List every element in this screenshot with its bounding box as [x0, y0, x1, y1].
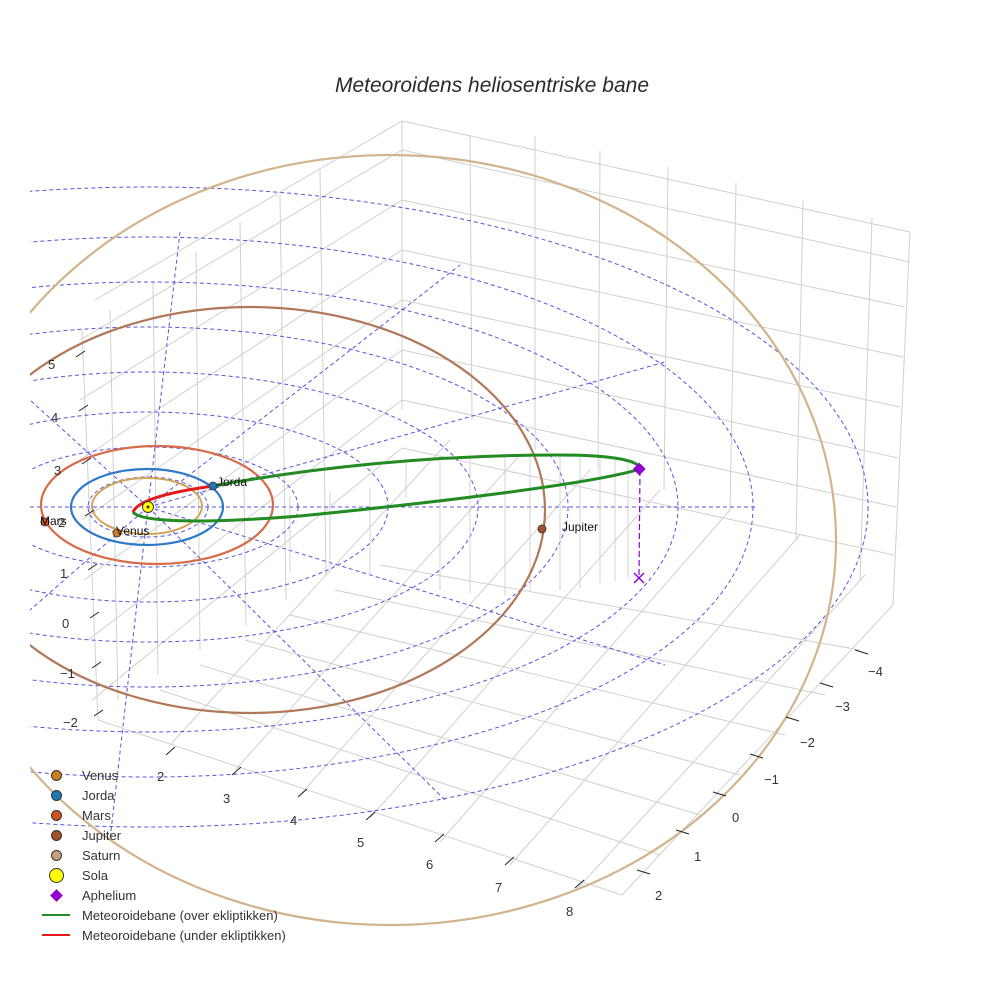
legend-item-orbit-under[interactable]: Meteoroidebane (under ekliptikken) — [36, 925, 286, 945]
jorda-label: Jorda — [217, 475, 247, 489]
green-line-icon — [36, 905, 76, 925]
legend-item-jupiter[interactable]: Jupiter — [36, 825, 286, 845]
y-tick-0: 0 — [732, 810, 739, 825]
aphelion-marker[interactable] — [632, 462, 646, 476]
legend-item-jorda[interactable]: Jorda — [36, 785, 286, 805]
y-tick-neg4: −4 — [868, 664, 883, 679]
sun-center — [146, 505, 150, 509]
jorda-orbit — [69, 467, 225, 547]
z-tick-3: 3 — [54, 463, 61, 478]
y-tick-neg1: −1 — [764, 772, 779, 787]
z-tick-5: 5 — [48, 357, 55, 372]
z-axis: 5 4 3 2 1 0 −1 −2 — [48, 350, 104, 730]
chart-title: Meteoroidens heliosentriske bane — [334, 74, 650, 97]
y-tick-2: 2 — [655, 888, 662, 903]
z-tick-1: 1 — [60, 566, 67, 581]
red-line-icon — [36, 925, 76, 945]
orbit-drop-lines — [289, 456, 629, 596]
y-axis: −4 −3 −2 −1 0 1 2 — [636, 649, 883, 903]
diamond-icon — [36, 885, 76, 905]
mars-label: Mars — [40, 514, 67, 528]
y-tick-1: 1 — [694, 849, 701, 864]
aphelion-projection-marker — [633, 572, 645, 584]
aphelion-drop-line — [638, 469, 641, 578]
jorda-marker[interactable] — [208, 481, 218, 491]
x-tick-6: 6 — [426, 857, 433, 872]
venus-marker[interactable] — [112, 528, 122, 538]
jorda-dot-icon — [36, 785, 76, 805]
box-grid-left-wall — [79, 120, 403, 721]
legend-item-aphelium[interactable]: Aphelium — [36, 885, 286, 905]
venus-dot-icon — [36, 765, 76, 785]
jupiter-label: Jupiter — [562, 520, 598, 534]
x-tick-3: 3 — [223, 791, 230, 806]
venus-label: Venus — [116, 524, 149, 538]
x-axis: 2 3 4 5 6 7 8 — [157, 746, 585, 919]
z-tick-0: 0 — [62, 616, 69, 631]
legend-item-mars[interactable]: Mars — [36, 805, 286, 825]
y-tick-neg2: −2 — [800, 735, 815, 750]
jupiter-orbit — [30, 305, 547, 715]
z-tick-2: 2 — [58, 515, 65, 530]
saturn-dot-icon — [36, 845, 76, 865]
legend-item-sola[interactable]: Sola — [36, 865, 286, 885]
ecliptic-grid — [30, 186, 869, 841]
box-grid-floor — [97, 439, 894, 896]
x-tick-8: 8 — [566, 904, 573, 919]
legend-item-orbit-over[interactable]: Meteoroidebane (over ekliptikken) — [36, 905, 286, 925]
mars-dot-icon — [36, 805, 76, 825]
jupiter-dot-icon — [36, 825, 76, 845]
z-tick-neg1: −1 — [60, 666, 75, 681]
saturn-orbit — [30, 154, 837, 926]
x-tick-4: 4 — [290, 813, 297, 828]
venus-orbit — [91, 477, 203, 535]
x-tick-5: 5 — [357, 835, 364, 850]
meteoroid-orbit-over — [131, 453, 642, 523]
mars-marker[interactable] — [40, 517, 50, 527]
legend-item-venus[interactable]: Venus — [36, 765, 286, 785]
box-grid-back-wall — [401, 120, 911, 606]
y-tick-neg3: −3 — [835, 699, 850, 714]
legend-item-saturn[interactable]: Saturn — [36, 845, 286, 865]
mars-orbit — [39, 444, 275, 566]
z-tick-neg2: −2 — [63, 715, 78, 730]
meteoroid-orbit-under — [131, 484, 214, 513]
x-tick-7: 7 — [495, 880, 502, 895]
legend: Venus Jorda Mars Jupiter Saturn Sola Aph… — [36, 765, 286, 945]
x-tick-2: 2 — [157, 769, 164, 784]
jupiter-marker[interactable] — [537, 524, 547, 534]
z-tick-4: 4 — [51, 410, 58, 425]
sun-icon — [36, 865, 76, 885]
